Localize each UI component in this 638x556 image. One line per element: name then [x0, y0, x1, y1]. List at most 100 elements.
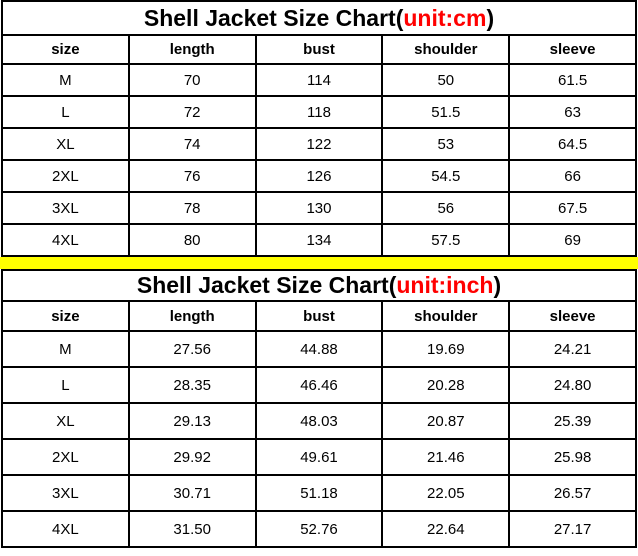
value-cell: 20.87: [381, 402, 511, 440]
value-cell: 28.35: [127, 366, 257, 404]
value-cell: 114: [254, 63, 384, 97]
col-header-shoulder: shoulder: [381, 300, 511, 332]
size-cell: XL: [1, 402, 130, 440]
table-body-inch: M 27.56 44.88 19.69 24.21 L 28.35 46.46 20.28 24.…: [1, 330, 637, 548]
value-cell: 24.21: [508, 330, 637, 368]
value-cell: 29.13: [127, 402, 257, 440]
col-header-size: size: [1, 300, 130, 332]
value-cell: 29.92: [127, 438, 257, 476]
col-header-length: length: [127, 300, 257, 332]
value-cell: 56: [381, 191, 511, 225]
size-cell: L: [1, 95, 130, 129]
table-row: L 28.35 46.46 20.28 24.80: [1, 366, 637, 404]
value-cell: 31.50: [127, 510, 257, 548]
table-row: 4XL 31.50 52.76 22.64 27.17: [1, 510, 637, 548]
size-cell: 3XL: [1, 474, 130, 512]
table-body-cm: M 70 114 50 61.5 L 72 118 51.5 63 XL 74 122 53 64.5 2XL…: [1, 63, 637, 257]
value-cell: 57.5: [381, 223, 511, 257]
title-close-paren-cm: ): [486, 4, 495, 31]
size-cell: 3XL: [1, 191, 130, 225]
size-table-cm: Shell Jacket Size Chart(unit:cm) size le…: [1, 0, 637, 257]
value-cell: 66: [508, 159, 637, 193]
value-cell: 74: [127, 127, 257, 161]
table-row: 4XL 80 134 57.5 69: [1, 223, 637, 257]
table-title-inch: Shell Jacket Size Chart(unit:inch): [1, 269, 637, 302]
size-cell: 2XL: [1, 159, 130, 193]
col-header-sleeve: sleeve: [508, 34, 637, 65]
value-cell: 78: [127, 191, 257, 225]
size-cell: 4XL: [1, 510, 130, 548]
value-cell: 51.18: [254, 474, 384, 512]
size-table-inch: Shell Jacket Size Chart(unit:inch) size …: [1, 269, 637, 548]
table-title-row-inch: Shell Jacket Size Chart(unit:inch): [1, 269, 637, 302]
value-cell: 122: [254, 127, 384, 161]
value-cell: 126: [254, 159, 384, 193]
value-cell: 72: [127, 95, 257, 129]
value-cell: 22.64: [381, 510, 511, 548]
table-row: 3XL 78 130 56 67.5: [1, 191, 637, 225]
value-cell: 54.5: [381, 159, 511, 193]
value-cell: 46.46: [254, 366, 384, 404]
table-row: XL 29.13 48.03 20.87 25.39: [1, 402, 637, 440]
col-header-bust: bust: [254, 300, 384, 332]
title-unit-text-cm: unit:cm: [403, 4, 487, 31]
value-cell: 80: [127, 223, 257, 257]
col-header-size: size: [1, 34, 130, 65]
value-cell: 20.28: [381, 366, 511, 404]
col-header-bust: bust: [254, 34, 384, 65]
size-cell: XL: [1, 127, 130, 161]
value-cell: 49.61: [254, 438, 384, 476]
value-cell: 25.98: [508, 438, 637, 476]
table-row: L 72 118 51.5 63: [1, 95, 637, 129]
value-cell: 76: [127, 159, 257, 193]
value-cell: 25.39: [508, 402, 637, 440]
value-cell: 63: [508, 95, 637, 129]
table-header-row-inch: size length bust shoulder sleeve: [1, 300, 637, 332]
value-cell: 130: [254, 191, 384, 225]
size-cell: 2XL: [1, 438, 130, 476]
value-cell: 67.5: [508, 191, 637, 225]
title-close-paren-inch: ): [493, 272, 502, 298]
value-cell: 134: [254, 223, 384, 257]
value-cell: 50: [381, 63, 511, 97]
value-cell: 64.5: [508, 127, 637, 161]
value-cell: 53: [381, 127, 511, 161]
table-row: M 27.56 44.88 19.69 24.21: [1, 330, 637, 368]
yellow-divider: [0, 257, 638, 269]
value-cell: 27.56: [127, 330, 257, 368]
value-cell: 30.71: [127, 474, 257, 512]
value-cell: 21.46: [381, 438, 511, 476]
value-cell: 27.17: [508, 510, 637, 548]
value-cell: 19.69: [381, 330, 511, 368]
size-cell: M: [1, 330, 130, 368]
value-cell: 48.03: [254, 402, 384, 440]
table-header-row-cm: size length bust shoulder sleeve: [1, 34, 637, 65]
table-row: 2XL 29.92 49.61 21.46 25.98: [1, 438, 637, 476]
value-cell: 26.57: [508, 474, 637, 512]
value-cell: 69: [508, 223, 637, 257]
value-cell: 118: [254, 95, 384, 129]
value-cell: 70: [127, 63, 257, 97]
size-cell: M: [1, 63, 130, 97]
table-row: 2XL 76 126 54.5 66: [1, 159, 637, 193]
title-unit-text-inch: unit:inch: [396, 272, 494, 298]
value-cell: 22.05: [381, 474, 511, 512]
table-title-cm: Shell Jacket Size Chart(unit:cm): [1, 0, 637, 36]
title-text-inch: Shell Jacket Size Chart(: [136, 272, 397, 298]
value-cell: 52.76: [254, 510, 384, 548]
value-cell: 44.88: [254, 330, 384, 368]
table-row: 3XL 30.71 51.18 22.05 26.57: [1, 474, 637, 512]
size-cell: 4XL: [1, 223, 130, 257]
col-header-sleeve: sleeve: [508, 300, 637, 332]
table-title-row-cm: Shell Jacket Size Chart(unit:cm): [1, 0, 637, 36]
value-cell: 51.5: [381, 95, 511, 129]
table-row: M 70 114 50 61.5: [1, 63, 637, 97]
value-cell: 24.80: [508, 366, 637, 404]
col-header-shoulder: shoulder: [381, 34, 511, 65]
value-cell: 61.5: [508, 63, 637, 97]
title-text-cm: Shell Jacket Size Chart(: [143, 4, 404, 31]
col-header-length: length: [127, 34, 257, 65]
size-cell: L: [1, 366, 130, 404]
table-row: XL 74 122 53 64.5: [1, 127, 637, 161]
